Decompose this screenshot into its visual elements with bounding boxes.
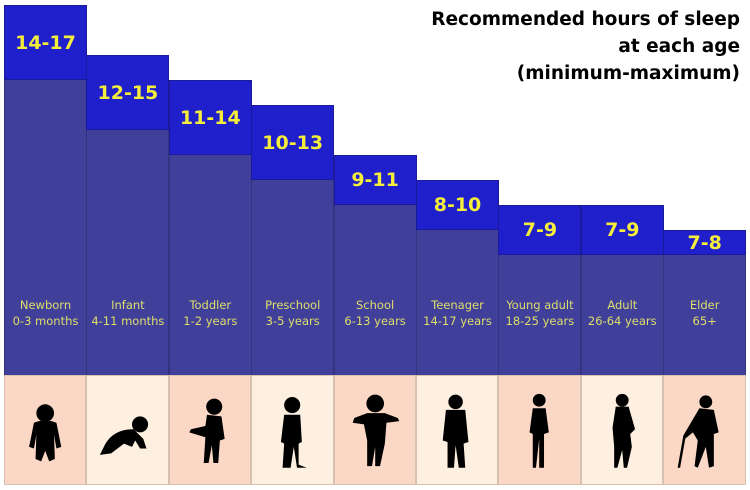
range-bar: 7-9 [498, 205, 582, 255]
title-line-2: at each age [618, 36, 740, 57]
baby-standing-icon [4, 375, 87, 485]
age-label: Newborn 0-3 months [4, 297, 87, 329]
age-range: 4-11 months [91, 314, 165, 328]
toddler-icon [168, 375, 252, 485]
range-bar: 12-15 [86, 55, 170, 130]
age-column: 9-11 School 6-13 years [333, 0, 417, 490]
age-range: 65+ [692, 314, 717, 328]
age-range: 26-64 years [587, 314, 657, 328]
age-column: 7-8 Elder 65+ [663, 0, 747, 490]
range-bar: 14-17 [4, 5, 87, 80]
range-label: 9-11 [351, 169, 399, 191]
minimum-bar [4, 80, 87, 375]
range-label: 10-13 [262, 131, 324, 154]
age-group-name: Elder [689, 298, 720, 312]
range-bar: 8-10 [416, 180, 499, 230]
age-label: Elder 65+ [663, 297, 746, 329]
minimum-bar [168, 155, 252, 375]
age-label: Toddler 1-2 years [169, 297, 252, 329]
range-label: 7-9 [522, 219, 558, 241]
title-line-3: (minimum-maximum) [516, 63, 740, 84]
range-bar: 9-11 [333, 155, 417, 205]
age-range: 1-2 years [183, 314, 238, 328]
age-range: 0-3 months [12, 314, 79, 328]
age-label: Adult 26-64 years [581, 297, 664, 329]
age-label: Teenager 14-17 years [416, 297, 499, 329]
preschooler-icon [251, 375, 334, 485]
range-label: 14-17 [15, 31, 76, 54]
minimum-bar [663, 255, 747, 375]
age-group-name: Toddler [189, 298, 232, 312]
minimum-bar [333, 205, 417, 375]
title-line-1: Recommended hours of sleep [431, 9, 740, 30]
teenager-icon [416, 375, 499, 485]
age-column: 7-9 Young adult 18-25 years [498, 0, 582, 490]
age-column: 14-17 Newborn 0-3 months [4, 0, 87, 490]
adult-woman-icon [580, 375, 664, 485]
age-group-name: Young adult [506, 298, 574, 312]
age-column: 11-14 Toddler 1-2 years [168, 0, 252, 490]
minimum-bar [580, 255, 664, 375]
chart-title: Recommended hours of sleep at each age (… [431, 6, 740, 87]
baby-crawling-icon [86, 375, 169, 485]
young-adult-icon [498, 375, 581, 485]
age-range: 3-5 years [265, 314, 320, 328]
age-range: 18-25 years [505, 314, 575, 328]
age-group-name: Newborn [19, 298, 72, 312]
age-range: 14-17 years [423, 314, 492, 328]
age-range: 6-13 years [344, 314, 406, 328]
range-label: 11-14 [179, 106, 241, 129]
range-label: 8-10 [433, 194, 482, 216]
age-label: Infant 4-11 months [86, 297, 169, 329]
range-label: 7-8 [687, 231, 722, 254]
age-column: 8-10 Teenager 14-17 years [416, 0, 499, 490]
age-label: School 6-13 years [334, 297, 417, 329]
range-bar: 11-14 [168, 80, 252, 155]
age-group-name: Preschool [265, 298, 321, 312]
age-label: Preschool 3-5 years [251, 297, 334, 329]
minimum-bar [86, 130, 170, 375]
school-child-icon [333, 375, 416, 485]
minimum-bar [416, 230, 499, 375]
age-group-name: Teenager [431, 298, 484, 312]
age-label: Young adult 18-25 years [498, 297, 581, 329]
elder-with-cane-icon [663, 375, 746, 485]
age-column: 12-15 Infant 4-11 months [86, 0, 170, 490]
range-label: 7-9 [605, 219, 640, 241]
age-group-name: School [356, 298, 395, 312]
minimum-bar [498, 255, 582, 375]
age-group-name: Adult [607, 298, 638, 312]
minimum-bar [251, 180, 335, 375]
range-label: 12-15 [97, 81, 159, 104]
age-column: 7-9 Adult 26-64 years [580, 0, 664, 490]
range-bar: 7-9 [580, 205, 664, 255]
age-group-name: Infant [111, 298, 145, 312]
age-column: 10-13 Preschool 3-5 years [251, 0, 335, 490]
range-bar: 7-8 [663, 230, 747, 255]
range-bar: 10-13 [251, 105, 335, 180]
